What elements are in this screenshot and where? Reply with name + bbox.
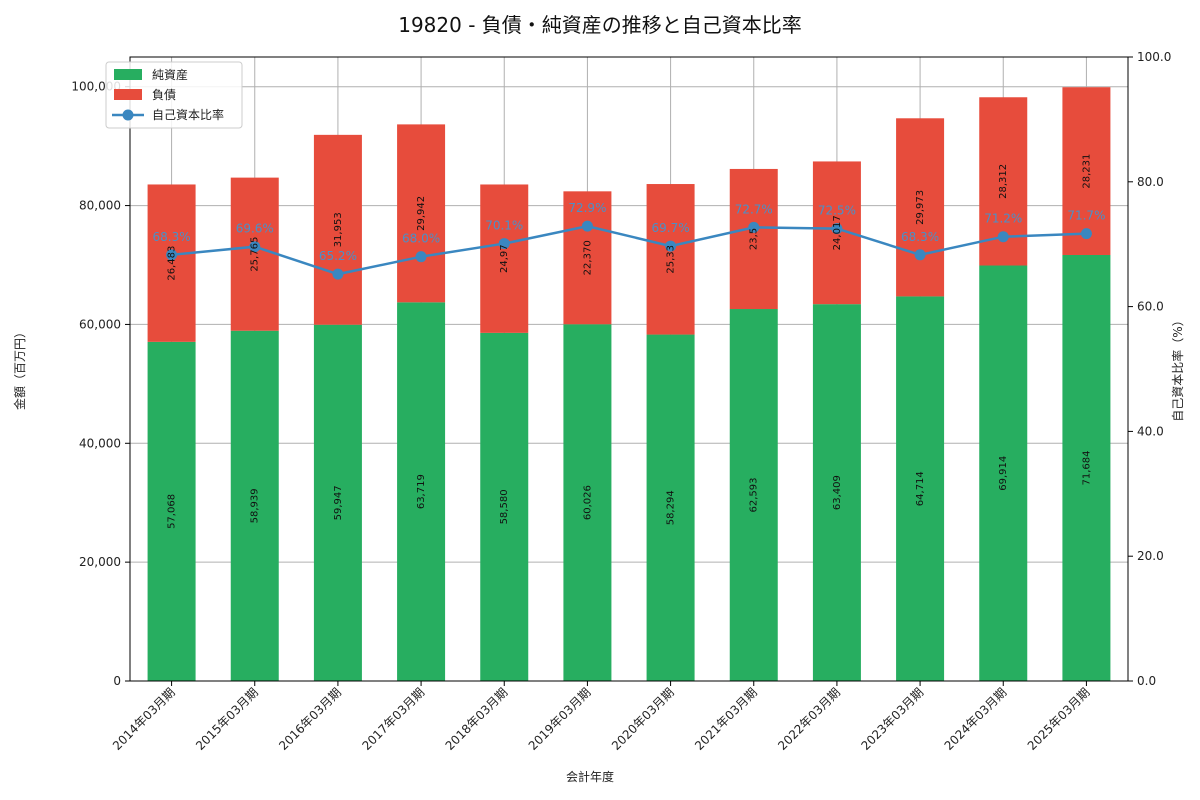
liability-value-label: 25,765 bbox=[250, 237, 261, 272]
liability-value-label: 28,231 bbox=[1081, 154, 1092, 189]
equity-bar bbox=[147, 341, 196, 681]
equity-ratio-label: 65.2% bbox=[319, 249, 357, 263]
equity-ratio-label: 71.2% bbox=[984, 212, 1022, 226]
liability-bar bbox=[729, 168, 778, 310]
equity-ratio-label: 68.3% bbox=[153, 230, 191, 244]
equity-ratio-point bbox=[748, 221, 760, 233]
x-axis-title: 会計年度 bbox=[566, 769, 614, 784]
equity-value-label: 63,409 bbox=[832, 475, 843, 510]
equity-ratio-point bbox=[249, 241, 261, 253]
liability-value-label: 26,483 bbox=[167, 246, 178, 281]
y-axis-title: 金額（百万円） bbox=[12, 326, 27, 410]
y2-tick-label: 40.0 bbox=[1137, 424, 1164, 438]
equity-ratio-point bbox=[415, 251, 427, 263]
y2-tick-label: 100.0 bbox=[1137, 50, 1171, 64]
equity-value-label: 58,580 bbox=[499, 489, 510, 524]
equity-value-label: 59,947 bbox=[333, 485, 344, 520]
equity-ratio-label: 72.9% bbox=[568, 201, 606, 215]
equity-ratio-label: 68.0% bbox=[402, 232, 440, 246]
liability-value-label: 29,973 bbox=[915, 190, 926, 225]
equity-value-label: 58,939 bbox=[250, 488, 261, 523]
equity-bar bbox=[313, 324, 362, 681]
y2-tick-label: 20.0 bbox=[1137, 549, 1164, 563]
equity-ratio-point bbox=[498, 238, 510, 250]
legend-swatch-liability bbox=[114, 89, 142, 100]
liability-value-label: 25,33 bbox=[666, 245, 677, 274]
liability-bar bbox=[896, 118, 945, 297]
legend-swatch-ratio-marker bbox=[122, 109, 134, 121]
equity-bar bbox=[812, 304, 861, 681]
legend-label-ratio: 自己資本比率 bbox=[152, 107, 224, 122]
equity-ratio-label: 70.1% bbox=[485, 219, 523, 233]
liability-value-label: 24,017 bbox=[832, 215, 843, 250]
equity-ratio-label: 69.6% bbox=[236, 222, 274, 236]
equity-ratio-point bbox=[1080, 228, 1092, 240]
legend-label-liability: 負債 bbox=[152, 87, 176, 102]
y-tick-label: 80,000 bbox=[79, 199, 121, 213]
equity-value-label: 57,068 bbox=[167, 494, 178, 529]
equity-value-label: 60,026 bbox=[582, 485, 593, 520]
y2-tick-label: 80.0 bbox=[1137, 175, 1164, 189]
equity-ratio-point bbox=[914, 249, 926, 261]
chart-title: 19820 - 負債・純資産の推移と自己資本比率 bbox=[398, 13, 802, 37]
liability-bar bbox=[313, 134, 362, 325]
equity-ratio-label: 72.5% bbox=[818, 204, 856, 218]
liability-value-label: 24,97 bbox=[499, 244, 510, 273]
equity-ratio-line bbox=[171, 224, 1087, 276]
equity-bar bbox=[563, 324, 612, 681]
y-tick-label: 0 bbox=[113, 674, 121, 688]
equity-bar bbox=[646, 334, 695, 681]
equity-ratio-point bbox=[332, 268, 344, 280]
y2-tick-label: 0.0 bbox=[1137, 674, 1156, 688]
liability-value-label: 22,370 bbox=[582, 240, 593, 275]
y-tick-label: 40,000 bbox=[79, 436, 121, 450]
equity-bar bbox=[1062, 254, 1111, 681]
liability-bar bbox=[646, 184, 695, 335]
equity-ratio-label: 68.3% bbox=[901, 230, 939, 244]
equity-ratio-label: 72.7% bbox=[735, 202, 773, 216]
equity-ratio-label: 71.7% bbox=[1067, 209, 1105, 223]
equity-value-label: 63,719 bbox=[416, 474, 427, 509]
equity-bar bbox=[230, 330, 279, 681]
liability-bar bbox=[147, 184, 196, 342]
plot-frame bbox=[129, 56, 1129, 682]
liability-value-label: 31,953 bbox=[333, 212, 344, 247]
equity-bar bbox=[480, 332, 529, 681]
equity-ratio-point bbox=[831, 223, 843, 235]
liability-bar bbox=[230, 177, 279, 331]
equity-value-label: 64,714 bbox=[915, 471, 926, 506]
liability-value-label: 29,942 bbox=[416, 196, 427, 231]
liability-bar bbox=[563, 191, 612, 325]
y2-tick-label: 60.0 bbox=[1137, 300, 1164, 314]
equity-value-label: 62,593 bbox=[749, 478, 760, 513]
y-tick-label: 20,000 bbox=[79, 555, 121, 569]
y2-axis-title: 自己資本比率（%） bbox=[1170, 314, 1185, 421]
equity-value-label: 71,684 bbox=[1081, 450, 1092, 485]
equity-ratio-point bbox=[166, 249, 178, 261]
liability-value-label: 28,312 bbox=[998, 164, 1009, 199]
equity-ratio-point bbox=[665, 240, 677, 252]
legend-label-equity: 純資産 bbox=[152, 67, 188, 82]
equity-ratio-point bbox=[581, 220, 593, 232]
equity-bar bbox=[979, 265, 1028, 681]
liability-value-label: 23,5 bbox=[749, 228, 760, 250]
equity-ratio-point bbox=[997, 231, 1009, 243]
legend-swatch-equity bbox=[114, 69, 142, 80]
equity-value-label: 69,914 bbox=[998, 456, 1009, 491]
liability-bar bbox=[1062, 87, 1111, 255]
equity-bar bbox=[397, 302, 446, 681]
equity-value-label: 58,294 bbox=[666, 490, 677, 525]
equity-bar bbox=[896, 296, 945, 681]
y-tick-label: 60,000 bbox=[79, 317, 121, 331]
liability-bar bbox=[480, 184, 529, 333]
data-labels: 57,068 26,483 58,939 25,765 59,947 31,953 63,7… bbox=[153, 154, 1106, 529]
equity-ratio-label: 69.7% bbox=[652, 221, 690, 235]
liability-bar bbox=[397, 124, 446, 303]
equity-bar bbox=[729, 309, 778, 681]
ratio-line-layer bbox=[166, 220, 1092, 280]
